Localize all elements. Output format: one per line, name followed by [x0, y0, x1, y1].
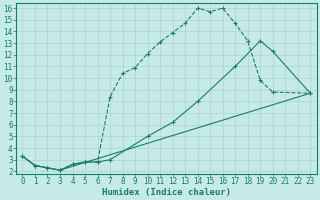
X-axis label: Humidex (Indice chaleur): Humidex (Indice chaleur) [102, 188, 231, 197]
